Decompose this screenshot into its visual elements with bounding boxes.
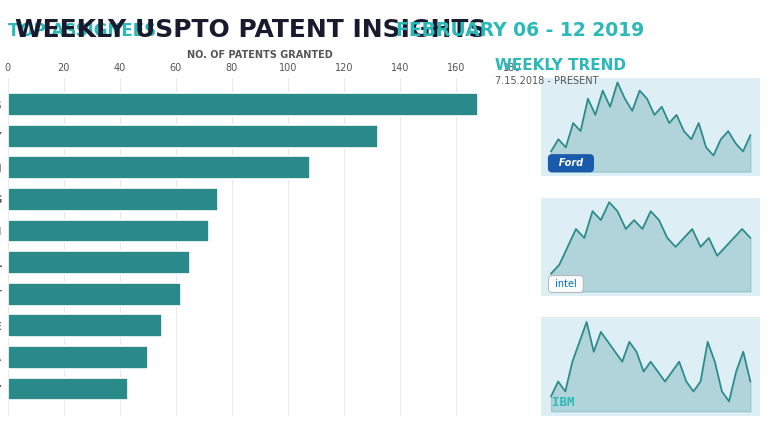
- Text: 7.15.2018 - PRESENT: 7.15.2018 - PRESENT: [495, 76, 599, 86]
- Bar: [8, 188, 218, 211]
- Text: FEBRUARY 06 - 12 2019: FEBRUARY 06 - 12 2019: [396, 21, 644, 40]
- Bar: [8, 125, 378, 148]
- Bar: [8, 93, 478, 116]
- Bar: [8, 378, 128, 401]
- Text: intel: intel: [552, 279, 580, 289]
- Bar: [8, 156, 310, 179]
- Text: WEEKLY USPTO PATENT INSIGHTS: WEEKLY USPTO PATENT INSIGHTS: [15, 18, 487, 42]
- Text: TOP ASSIGNEES: TOP ASSIGNEES: [8, 22, 156, 40]
- Bar: [8, 314, 162, 337]
- Text: WEEKLY TREND: WEEKLY TREND: [495, 58, 627, 73]
- Bar: [8, 283, 181, 306]
- X-axis label: NO. OF PATENTS GRANTED: NO. OF PATENTS GRANTED: [187, 49, 333, 59]
- Text: Ford: Ford: [552, 158, 590, 168]
- Text: IBM: IBM: [552, 396, 574, 409]
- Bar: [8, 251, 190, 274]
- Bar: [8, 220, 210, 242]
- Bar: [8, 346, 147, 369]
